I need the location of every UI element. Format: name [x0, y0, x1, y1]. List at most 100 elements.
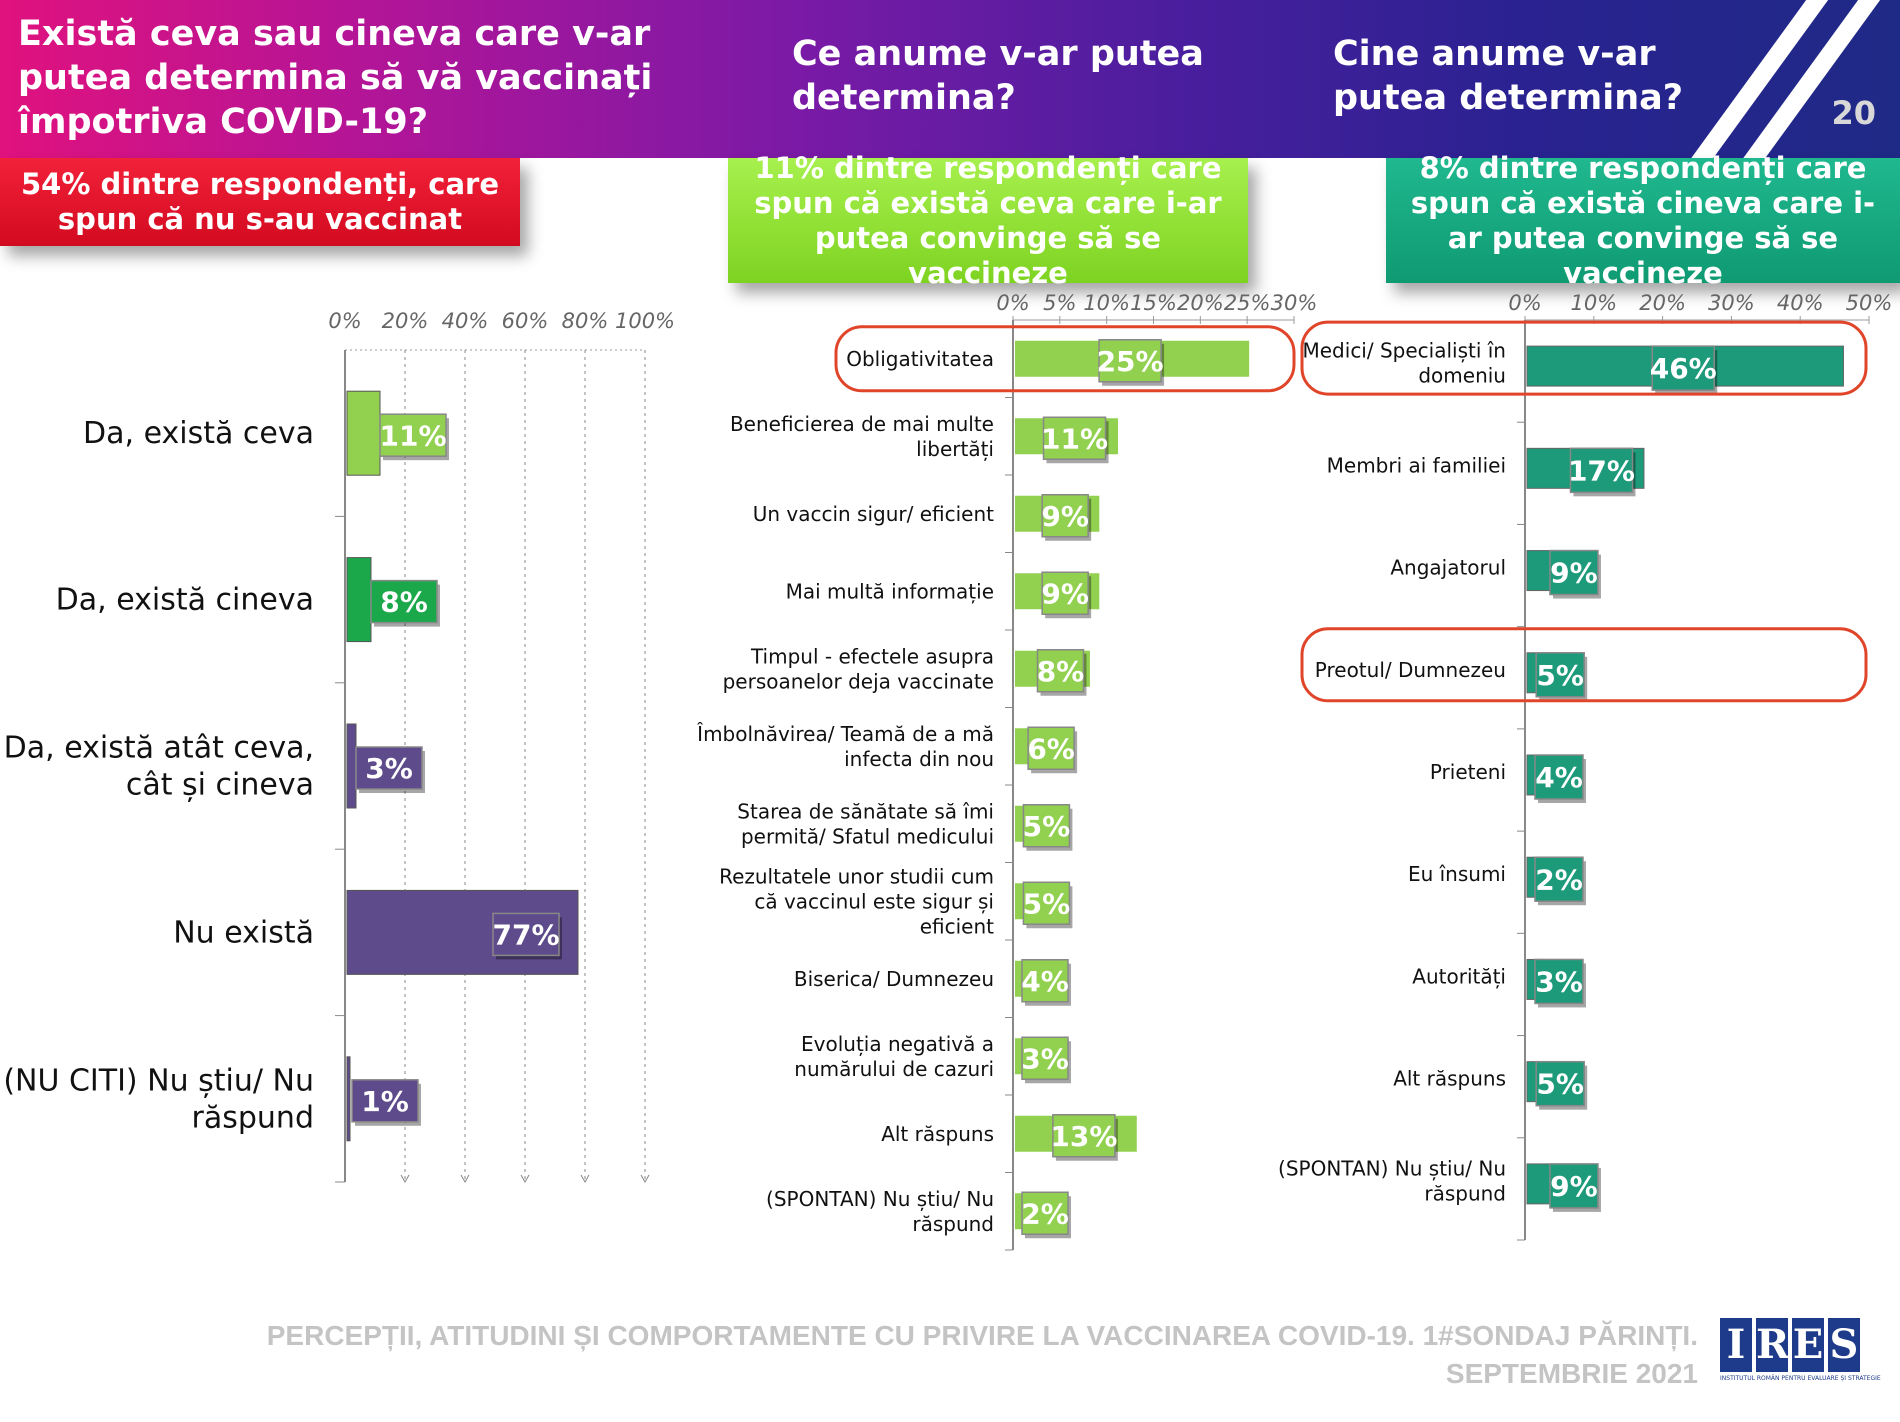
data-label: 46% [1650, 352, 1717, 385]
x-tick-label: 0% [1508, 291, 1541, 315]
data-label-box [1535, 1060, 1585, 1107]
x-tick-label: 40% [1777, 291, 1824, 315]
gridline-arrow [400, 1174, 410, 1184]
category-label: Angajatorul [1390, 556, 1506, 580]
data-label: 5% [1536, 659, 1584, 692]
category-label-line: infecta din nou [844, 747, 994, 771]
bar [346, 723, 357, 809]
x-tick-label: 10% [1083, 291, 1130, 315]
data-label-box [1651, 345, 1715, 391]
data-label-box [1021, 1036, 1069, 1080]
data-label-box [1027, 726, 1075, 770]
gridline-arrow [580, 1174, 590, 1184]
category-label: Mai multă informație [786, 579, 994, 603]
banner-something: 11% dintre respondenți care spun că exis… [728, 151, 1248, 290]
category-label-line: (SPONTAN) Nu știu/ Nu [1278, 1156, 1506, 1180]
data-label-box [1534, 958, 1584, 1005]
logo-subtitle: INSTITUTUL ROMÂN PENTRU EVALUARE ȘI STRA… [1720, 1375, 1881, 1382]
data-label: 5% [1536, 1068, 1584, 1101]
data-label: 3% [1021, 1042, 1069, 1075]
data-label: 6% [1027, 732, 1075, 765]
category-label-line: Nu există [173, 915, 314, 950]
data-label: 17% [1568, 454, 1635, 487]
data-label-box [1569, 447, 1634, 494]
data-label: 3% [365, 752, 413, 785]
data-label-box [1534, 754, 1584, 800]
category-label-line: Timpul - efectele asupra [750, 644, 994, 668]
category-label-line: Preotul/ Dumnezeu [1315, 658, 1506, 682]
category-label-line: Da, există ceva [83, 416, 314, 451]
category-label-line: Medici/ Specialiști în [1303, 339, 1507, 363]
data-label-box [1041, 494, 1089, 538]
banner-text: 11% dintre respondenți care spun că exis… [754, 150, 1222, 290]
data-label-box [1549, 549, 1599, 596]
category-label: Da, există ceva [83, 416, 314, 451]
category-label-line: Autorități [1412, 964, 1506, 988]
data-label-box [1022, 804, 1071, 848]
category-label-line: permită/ Sfatul medicului [741, 824, 994, 848]
data-label-box [1052, 1114, 1116, 1158]
category-label-line: Prieteni [1430, 760, 1506, 784]
category-label: Medici/ Specialiști în domeniu [1303, 339, 1507, 388]
x-tick-label: 60% [502, 309, 549, 333]
bar [346, 1056, 351, 1142]
data-label-box [1098, 339, 1162, 383]
category-label-line: Da, există atât ceva, [4, 731, 314, 766]
category-label-line: Mai multă informație [786, 579, 994, 603]
data-label-box [1535, 652, 1585, 698]
data-label-box [379, 413, 447, 457]
category-label-line: că vaccinul este sigur și [754, 889, 994, 913]
x-tick-label: 0% [328, 309, 361, 333]
highlight-outline [834, 325, 1296, 393]
footer-date: SEPTEMBRIE 2021 [1445, 1358, 1698, 1389]
category-label: Un vaccin sigur/ eficient [753, 502, 994, 526]
data-label: 11% [1041, 422, 1108, 455]
category-label: Rezultatele unor studii cum că vaccinul e… [719, 864, 994, 938]
category-label-line: libertăți [916, 437, 994, 461]
category-label: Da, există cineva [56, 583, 314, 618]
x-tick-label: 50% [1846, 291, 1893, 315]
data-label: 9% [1041, 577, 1089, 610]
category-label: Biserica/ Dumnezeu [794, 967, 994, 991]
gridline-arrow [460, 1174, 470, 1184]
category-label: Preotul/ Dumnezeu [1315, 658, 1506, 682]
data-label: 9% [1550, 557, 1598, 590]
x-tick-label: 30% [1708, 291, 1755, 315]
category-label-line: persoanelor deja vaccinate [723, 669, 994, 693]
category-label: Obligativitatea [846, 347, 994, 371]
logo-letter: R [1756, 1318, 1789, 1372]
category-label: Starea de sănătate să îmi permită/ Sfatul… [737, 799, 994, 848]
data-label: 9% [1041, 500, 1089, 533]
data-label: 1% [361, 1085, 409, 1118]
category-label: Autorități [1412, 964, 1506, 988]
category-label-line: răspund [192, 1100, 314, 1135]
data-label-box [1022, 881, 1071, 925]
x-tick-label: 0% [996, 291, 1029, 315]
category-label: Îmbolnăvirea/ Teamă de a mă infecta din n… [696, 722, 994, 771]
x-tick-label: 5% [1043, 291, 1076, 315]
banner-text: 54% dintre respondenți, care spun că nu … [20, 167, 500, 236]
category-label: Timpul - efectele asupra persoanelor deja… [723, 644, 994, 693]
data-label: 4% [1535, 761, 1583, 794]
category-label: Alt răspuns [1393, 1067, 1506, 1091]
data-label-box [492, 912, 560, 957]
data-label-box [1534, 856, 1584, 902]
category-label-line: Starea de sănătate să îmi [737, 799, 994, 823]
data-label: 5% [1023, 810, 1071, 843]
category-label: Nu există [173, 915, 314, 950]
data-label: 2% [1535, 863, 1583, 896]
category-label-line: Obligativitatea [846, 347, 994, 371]
highlight-outline [1300, 627, 1868, 703]
category-label-line: răspund [1424, 1181, 1506, 1205]
x-tick-label: 30% [1271, 291, 1318, 315]
banner-someone: 8% dintre respondenți care spun că exist… [1386, 151, 1900, 290]
category-label: (NU CITI) Nu știu/ Nu răspund [3, 1063, 314, 1135]
x-tick-label: 20% [382, 309, 429, 333]
category-label-line: Evoluția negativă a [801, 1032, 994, 1056]
category-label: Prieteni [1430, 760, 1506, 784]
category-label-line: Angajatorul [1390, 556, 1506, 580]
category-label: (SPONTAN) Nu știu/ Nu răspund [1278, 1156, 1506, 1205]
banner-not-vaccinated: 54% dintre respondenți, care spun că nu … [0, 158, 520, 246]
data-label: 5% [1023, 887, 1071, 920]
